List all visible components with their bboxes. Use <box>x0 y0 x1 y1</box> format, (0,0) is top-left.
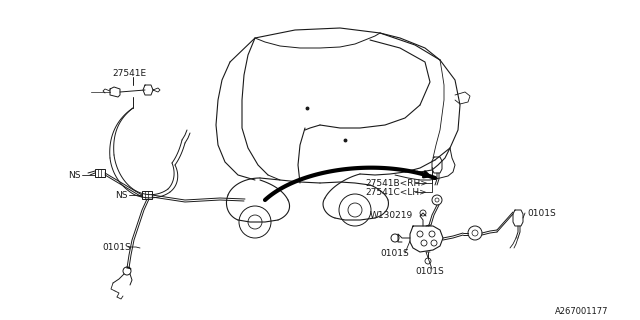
Text: NS: NS <box>115 190 127 199</box>
Bar <box>95 169 105 177</box>
Text: 0101S: 0101S <box>102 243 131 252</box>
Text: 0101S: 0101S <box>527 209 556 218</box>
Text: NS: NS <box>68 171 81 180</box>
Bar <box>142 191 152 199</box>
Text: 0101S: 0101S <box>380 249 409 258</box>
Text: 0101S: 0101S <box>415 268 444 276</box>
Text: 27541E: 27541E <box>112 68 146 77</box>
Text: A267001177: A267001177 <box>555 308 609 316</box>
Text: 27541B<RH>: 27541B<RH> <box>365 179 428 188</box>
Text: W130219: W130219 <box>370 211 413 220</box>
Text: 27541C<LH>: 27541C<LH> <box>365 188 427 196</box>
